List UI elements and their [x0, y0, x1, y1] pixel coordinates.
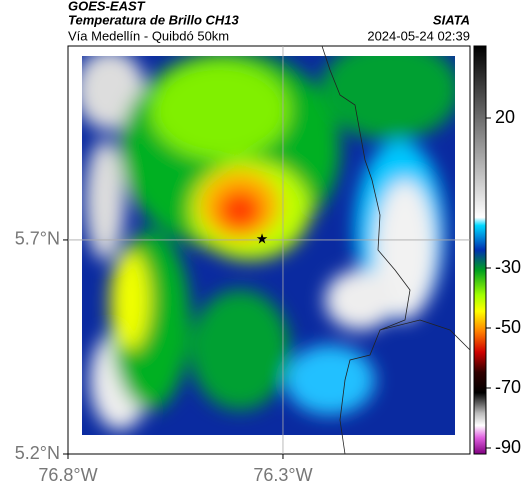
y-tick-label: 5.2°N [15, 443, 60, 463]
colorbar-tick-label: -70 [495, 377, 521, 397]
colorbar [473, 45, 487, 455]
x-tick-label: 76.8°W [38, 465, 97, 485]
boundary [379, 319, 471, 351]
datetime: 2024-05-24 02:39 [367, 28, 470, 43]
title: Temperatura de Brillo CH13 [68, 12, 240, 27]
x-tick-label: 76.3°W [253, 465, 312, 485]
boundary [321, 45, 411, 455]
colorbar-tick-label: 20 [495, 107, 515, 127]
ticks: 76.8°W 76.3°W 5.2°N 5.7°N 20 -30 -50 -70 -90 [15, 107, 521, 485]
y-tick-label: 5.7°N [15, 229, 60, 249]
colorbar-tick-label: -50 [495, 317, 521, 337]
brightness-field [82, 56, 455, 435]
source: GOES-EAST [68, 0, 146, 13]
location-star: ★ [256, 231, 269, 247]
subtitle: Vía Medellín - Quibdó 50km [68, 28, 229, 43]
colorbar-tick-label: -30 [495, 257, 521, 277]
colorbar-tick-label: -90 [495, 437, 521, 457]
brand: SIATA [433, 12, 470, 27]
